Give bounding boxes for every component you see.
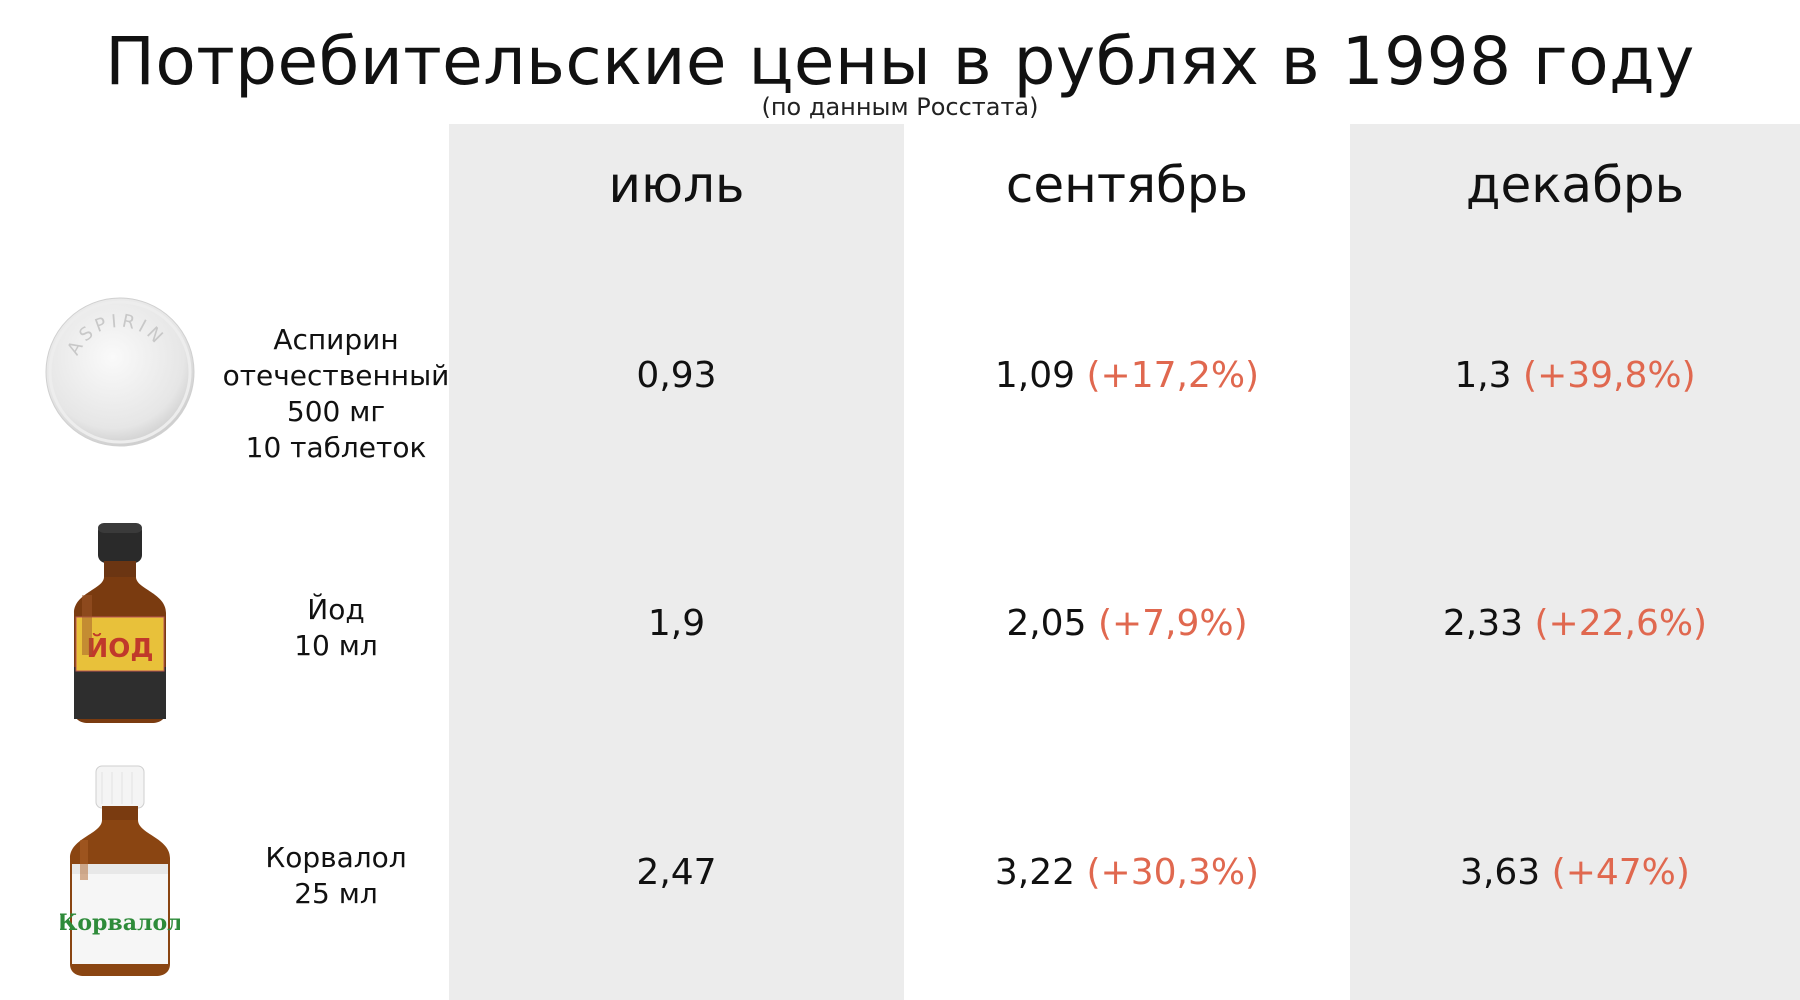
price-corvalol-december: 3,63 (+47%) (1460, 852, 1690, 893)
page-title: Потребительские цены в рублях в 1998 год… (105, 23, 1695, 100)
aspirin-image: ASPIRIN (30, 262, 210, 482)
page-subtitle: (по данным Росстата) (761, 93, 1039, 121)
price-aspirin-december: 1,3 (+39,8%) (1454, 355, 1696, 396)
change-badge: (+17,2%) (1086, 355, 1260, 396)
change-badge: (+22,6%) (1534, 603, 1708, 644)
price-iodine-september: 2,05 (+7,9%) (1006, 603, 1248, 644)
price-aspirin-july: 0,93 (636, 355, 717, 396)
price-corvalol-july: 2,47 (636, 852, 717, 893)
change-badge: (+47%) (1551, 852, 1690, 893)
aspirin-tablet-icon: ASPIRIN (45, 293, 195, 447)
price-aspirin-september: 1,09 (+17,2%) (994, 355, 1260, 396)
december-column-background (1350, 124, 1800, 1000)
july-column-background (449, 124, 904, 1000)
month-header-september: сентябрь (1005, 156, 1249, 214)
row-label-iodine: Йод 10 мл (294, 593, 378, 662)
corvalol-image: Корвалол (30, 760, 210, 980)
change-badge: (+30,3%) (1086, 852, 1260, 893)
price-corvalol-september: 3,22 (+30,3%) (994, 852, 1260, 893)
row-label-aspirin: Аспирин отечественный 500 мг 10 таблеток (222, 323, 450, 464)
iodine-bottle-icon: ЙОД (74, 523, 166, 723)
iodine-image: ЙОД (30, 512, 210, 732)
price-iodine-december: 2,33 (+22,6%) (1442, 603, 1708, 644)
month-header-july: июль (608, 156, 745, 214)
change-badge: (+7,9%) (1097, 603, 1248, 644)
row-label-corvalol: Корвалол 25 мл (265, 841, 407, 910)
corvalol-label-text: Корвалол (60, 910, 180, 936)
change-badge: (+39,8%) (1523, 355, 1696, 396)
iodine-label-text: ЙОД (86, 632, 153, 664)
month-header-december: декабрь (1465, 156, 1685, 214)
corvalol-bottle-icon: Корвалол (60, 765, 180, 976)
price-iodine-july: 1,9 (647, 603, 706, 644)
